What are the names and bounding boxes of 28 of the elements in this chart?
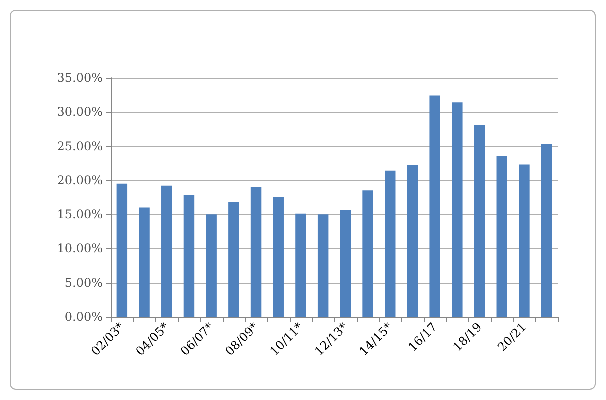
bar <box>519 164 530 317</box>
bar <box>228 202 240 317</box>
y-tick-label: 25.00% <box>57 139 103 154</box>
bar <box>452 102 463 317</box>
y-tick-label: 30.00% <box>57 105 103 120</box>
y-tick-label: 5.00% <box>64 276 103 290</box>
bar <box>385 170 396 317</box>
bar <box>340 210 352 317</box>
y-tick-label: 35.00% <box>57 71 103 85</box>
bar <box>206 214 217 317</box>
y-tick-label: 0.00% <box>64 310 103 324</box>
bar <box>162 186 172 317</box>
bar <box>116 184 128 317</box>
bar <box>407 165 418 317</box>
bar <box>139 208 150 317</box>
bar <box>318 214 329 317</box>
bar <box>250 187 262 317</box>
bar <box>541 144 552 317</box>
bar <box>474 125 486 317</box>
y-tick-label: 20.00% <box>57 173 103 188</box>
bar <box>362 190 374 317</box>
bar <box>296 214 306 317</box>
bar <box>273 198 284 317</box>
bar <box>430 96 440 317</box>
y-tick-label: 10.00% <box>57 242 103 256</box>
y-tick-label: 15.00% <box>57 208 103 222</box>
bar <box>496 156 508 317</box>
bar <box>184 195 195 317</box>
